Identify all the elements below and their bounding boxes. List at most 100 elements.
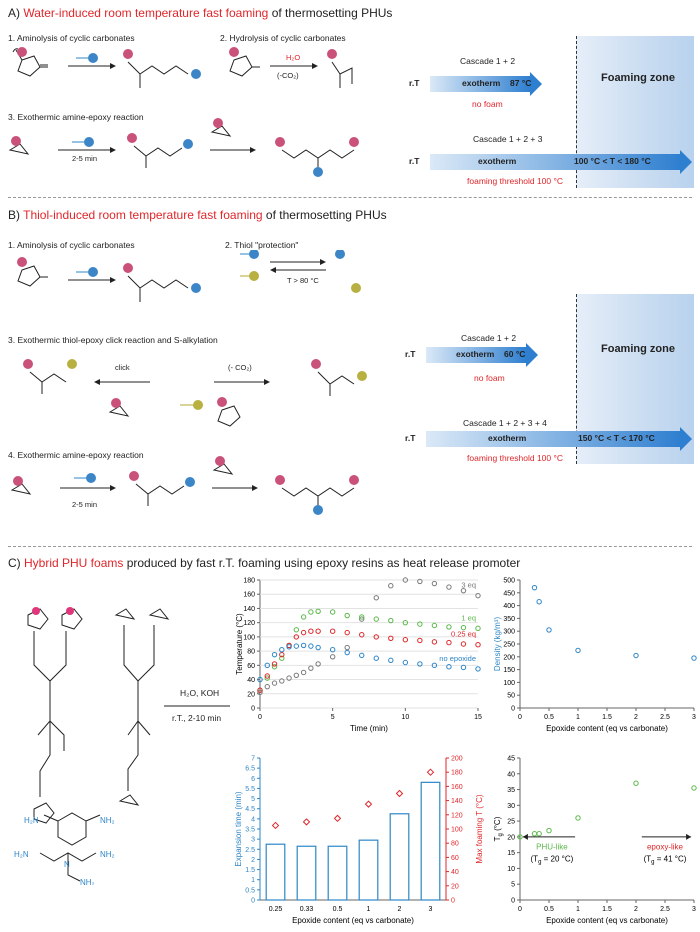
- svg-text:N: N: [64, 860, 70, 869]
- data-point-1-eq: [271, 664, 278, 670]
- series-label: 3 eq: [461, 581, 476, 590]
- data-point-no-epoxide: [293, 643, 300, 649]
- y-tick-label: 1: [251, 877, 255, 884]
- x-tick-label: 3: [692, 906, 696, 913]
- data-point-no-epoxide: [279, 646, 285, 653]
- b-cond: T > 80 °C: [287, 276, 319, 285]
- section-c-title-hybrid: Hybrid PHU foams: [24, 556, 124, 570]
- a-cascade2: Cascade 1 + 2 + 3: [473, 134, 543, 144]
- y-axis-label: Tg (°C): [493, 816, 504, 841]
- data-point-3-eq: [279, 678, 285, 684]
- max-temp-marker: [271, 821, 280, 830]
- data-point-0.25-eq: [329, 628, 336, 634]
- data-point-no-epoxide: [417, 661, 423, 667]
- y-tick-label: 2.5: [245, 847, 255, 854]
- separator-2: [8, 546, 692, 547]
- a-temp2: 100 °C < T < 180 °C: [574, 156, 651, 166]
- a-step1-label: 1. Aminolysis of cyclic carbonates: [8, 33, 135, 43]
- data-point-3-eq: [315, 661, 321, 667]
- data-point-no-epoxide: [359, 652, 365, 659]
- y-tick-label: 300: [503, 629, 515, 636]
- y2-tick-label: 20: [451, 883, 459, 890]
- x-axis-label: Time (min): [350, 724, 388, 733]
- section-c-label: C): [8, 556, 24, 570]
- b-threshold-label: foaming threshold: [467, 453, 535, 463]
- a-threshold-label: foaming threshold: [467, 176, 535, 186]
- y-tick-label: 0.5: [245, 887, 255, 894]
- y2-tick-label: 180: [451, 770, 463, 777]
- b-step2-label: 2. Thiol "protection": [225, 240, 299, 250]
- data-point-1-eq: [293, 627, 300, 633]
- y-axis-label: Temperature (°C): [235, 613, 244, 675]
- separator-1: [8, 197, 692, 198]
- a-exotherm-arrow1: [430, 72, 542, 96]
- y-tick-label: 50: [507, 693, 515, 700]
- y-tick-label: 180: [243, 578, 255, 585]
- y-tick-label: 15: [507, 850, 515, 857]
- y-tick-label: 3: [251, 837, 255, 844]
- data-point-1-eq: [315, 608, 321, 614]
- y2-axis-label: Max foaming T (°C): [475, 794, 484, 863]
- y-tick-label: 400: [503, 603, 515, 610]
- section-a-label: A): [8, 6, 24, 20]
- data-point-0.25-eq: [417, 637, 423, 644]
- data-point: [691, 655, 697, 661]
- data-point-0.25-eq: [308, 628, 314, 634]
- y-tick-label: 5.5: [245, 786, 255, 793]
- a-zone-boundary: [576, 36, 577, 188]
- data-point-0.25-eq: [446, 639, 452, 646]
- data-point-1-eq: [279, 655, 285, 661]
- y-tick-label: 250: [503, 642, 515, 649]
- data-point-0.25-eq: [293, 634, 300, 640]
- section-a-title-rt: room temperature fast foaming: [104, 6, 269, 20]
- phu-like-value: (Tg = 20 °C): [531, 855, 574, 866]
- y-tick-label: 500: [503, 578, 515, 585]
- b-zone-boundary: [576, 294, 577, 464]
- data-point-3-eq: [271, 680, 278, 686]
- y-tick-label: 5: [251, 796, 255, 803]
- a-step2-label: 2. Hydrolysis of cyclic carbonates: [220, 33, 346, 43]
- data-point-3-eq: [257, 689, 263, 696]
- a-step3-label: 3. Exothermic amine-epoxy reaction: [8, 112, 144, 122]
- y-tick-label: 4: [251, 816, 255, 823]
- y-tick-label: 2: [251, 857, 255, 864]
- phu-arrowhead: [522, 833, 528, 840]
- a-time: 2-5 min: [72, 154, 98, 163]
- section-b-title-rt: room temperature fast foaming: [98, 208, 263, 222]
- y-tick-label: 4.5: [245, 806, 255, 813]
- data-point-1-eq: [475, 625, 481, 632]
- x-tick-label: 0.33: [300, 906, 314, 913]
- y-tick-label: 450: [503, 590, 515, 597]
- y-axis-label: Expansion time (min): [234, 791, 243, 866]
- x-axis-label: Epoxide content (eq vs carbonate): [292, 916, 414, 925]
- b-step4-label: 4. Exothermic amine-epoxy reaction: [8, 450, 144, 460]
- y-tick-label: 20: [247, 691, 255, 698]
- data-point-1-eq: [373, 616, 379, 622]
- svg-text:NH₂: NH₂: [80, 878, 95, 885]
- a-exotherm-arrow2: [430, 150, 692, 174]
- data-point-3-eq: [359, 616, 365, 622]
- hydroxyurethane-icon: [127, 61, 189, 88]
- b-exotherm-arrow2: [426, 427, 692, 451]
- y-tick-label: 100: [243, 634, 255, 641]
- b-cascade2: Cascade 1 + 2 + 3 + 4: [463, 418, 547, 428]
- y-tick-label: 160: [243, 592, 255, 599]
- b-step3-label: 3. Exothermic thiol-epoxy click reaction…: [8, 335, 218, 345]
- y2-tick-label: 0: [451, 898, 455, 905]
- y-tick-label: 30: [507, 803, 515, 810]
- y-tick-label: 0: [251, 706, 255, 713]
- data-point-no-epoxide: [344, 649, 350, 656]
- b-foamzone-label: Foaming zone: [601, 343, 675, 355]
- data-point-3-eq: [329, 654, 336, 660]
- series-label: 0.25 eq: [451, 630, 476, 639]
- y-tick-label: 25: [507, 819, 515, 826]
- data-point: [536, 599, 542, 605]
- b-step1-label: 1. Aminolysis of cyclic carbonates: [8, 240, 135, 250]
- y-tick-label: 1.5: [245, 867, 255, 874]
- a-co2: (-CO₂): [277, 71, 299, 80]
- data-point-0.25-eq: [279, 651, 285, 658]
- data-point-3-eq: [460, 587, 467, 594]
- data-point-no-epoxide: [257, 676, 263, 683]
- series-label: no epoxide: [439, 654, 476, 663]
- b-time: 2-5 min: [72, 500, 98, 509]
